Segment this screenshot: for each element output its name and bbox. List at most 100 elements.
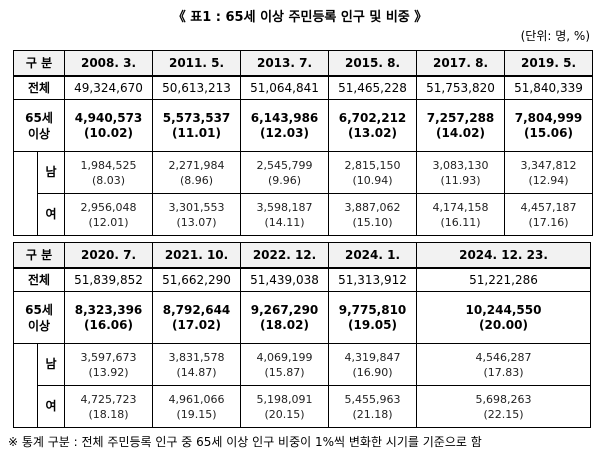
- cell: 6,143,986 (12.03): [240, 99, 330, 152]
- cell: 1,984,525 (8.03): [64, 151, 154, 194]
- value: 3,831,578: [168, 350, 225, 364]
- value: 5,455,963: [344, 392, 401, 406]
- value: 5,698,263: [475, 392, 532, 406]
- value: 2,956,048: [80, 200, 137, 214]
- value: 3,597,673: [80, 350, 137, 364]
- total-row: 전체 51,839,852 51,662,290 51,439,038 51,313,9…: [12, 267, 592, 292]
- cell: 2,815,150 (10.94): [328, 151, 418, 194]
- cell: 51,064,841: [240, 75, 330, 100]
- value: 3,598,187: [256, 200, 313, 214]
- row-label: 전체: [12, 75, 66, 100]
- total-row: 전체 49,324,670 50,613,213 51,064,841 51,465,2…: [12, 75, 594, 100]
- value: 9,775,810: [338, 302, 407, 317]
- male-row: 남 3,597,673 (13.92) 3,831,578 (14.87) 4,069,1…: [13, 343, 592, 428]
- spacer: [13, 343, 38, 428]
- cell: 51,662,290: [152, 267, 242, 292]
- cell: 10,244,550 (20.00): [416, 291, 592, 344]
- cell: 49,324,670: [64, 75, 154, 100]
- value: 4,940,573: [74, 110, 143, 125]
- value: 4,174,158: [432, 200, 489, 214]
- column-header: 2008. 3.: [64, 50, 154, 77]
- value: 3,347,812: [520, 158, 577, 172]
- value: 4,546,287: [475, 350, 532, 364]
- cell: 51,753,820: [416, 75, 506, 100]
- cell: 51,839,852: [64, 267, 154, 292]
- title: 《 표1 : 65세 이상 주민등록 인구 및 비중 》: [172, 10, 428, 25]
- cell: 51,221,286: [416, 267, 592, 292]
- cell: 4,725,723 (18.18): [64, 385, 154, 428]
- cell: 4,961,066 (19.15): [152, 385, 242, 428]
- ratio: (10.02): [84, 125, 133, 140]
- ratio: (12.94): [528, 173, 569, 187]
- ratio: (13.02): [348, 125, 397, 140]
- header-row: 구 분 2008. 3. 2011. 5. 2013. 7. 2015. 8. 2017.…: [12, 50, 594, 77]
- ratio: (19.05): [348, 317, 397, 332]
- cell: 2,545,799 (9.96): [240, 151, 330, 194]
- ratio: (17.83): [483, 365, 524, 379]
- row-label: 65세 이상: [12, 291, 66, 344]
- value: 3,887,062: [344, 200, 401, 214]
- ratio: (12.01): [88, 215, 129, 229]
- cell: 51,439,038: [240, 267, 330, 292]
- value: 8,323,396: [74, 302, 143, 317]
- ratio: (20.00): [479, 317, 528, 332]
- ratio: (14.11): [264, 215, 305, 229]
- value: 4,961,066: [168, 392, 225, 406]
- cell: 50,613,213: [152, 75, 242, 100]
- cell: 51,313,912: [328, 267, 418, 292]
- cell: 4,457,187 (17.16): [504, 193, 594, 236]
- ratio: (12.03): [260, 125, 309, 140]
- cell: 7,804,999 (15.06): [504, 99, 594, 152]
- column-header: 2021. 10.: [152, 242, 242, 269]
- cell: 5,455,963 (21.18): [328, 385, 418, 428]
- cell: 3,887,062 (15.10): [328, 193, 418, 236]
- ratio: (21.18): [352, 407, 393, 421]
- ratio: (15.10): [352, 215, 393, 229]
- elderly-row: 65세 이상 4,940,573 (10.02) 5,573,537 (11.01) 6,…: [12, 99, 594, 152]
- ratio: (8.03): [91, 173, 126, 187]
- cell: 5,573,537 (11.01): [152, 99, 242, 152]
- cell: 5,698,263 (22.15): [416, 385, 592, 428]
- cell: 3,597,673 (13.92): [64, 343, 154, 386]
- column-header: 2020. 7.: [64, 242, 154, 269]
- header-row: 구 분 2020. 7. 2021. 10. 2022. 12. 2024. 1. 202…: [12, 242, 592, 269]
- ratio: (9.96): [267, 173, 302, 187]
- value: 9,267,290: [250, 302, 319, 317]
- value: 4,725,723: [80, 392, 137, 406]
- cell: 7,257,288 (14.02): [416, 99, 506, 152]
- row-label: 남: [36, 343, 66, 386]
- value: 1,984,525: [80, 158, 137, 172]
- ratio: (8.96): [179, 173, 214, 187]
- cell: 2,956,048 (12.01): [64, 193, 154, 236]
- ratio: (15.06): [524, 125, 573, 140]
- value: 5,198,091: [256, 392, 313, 406]
- value: 2,545,799: [256, 158, 313, 172]
- value: 10,244,550: [465, 302, 542, 317]
- cell: 4,174,158 (16.11): [416, 193, 506, 236]
- column-header: 2015. 8.: [328, 50, 418, 77]
- cell: 3,831,578 (14.87): [152, 343, 242, 386]
- column-header: 2019. 5.: [504, 50, 594, 77]
- header-label: 구 분: [12, 50, 66, 77]
- row-label: 전체: [12, 267, 66, 292]
- header-label: 구 분: [12, 242, 66, 269]
- cell: 51,465,228: [328, 75, 418, 100]
- cell: 8,792,644 (17.02): [152, 291, 242, 344]
- ratio: (22.15): [483, 407, 524, 421]
- value: 7,804,999: [514, 110, 583, 125]
- ratio: (13.92): [88, 365, 129, 379]
- value: 4,069,199: [256, 350, 313, 364]
- column-header: 2017. 8.: [416, 50, 506, 77]
- value: 6,702,212: [338, 110, 407, 125]
- cell: 4,319,847 (16.90): [328, 343, 418, 386]
- column-header: 2024. 12. 23.: [416, 242, 592, 269]
- ratio: (15.87): [264, 365, 305, 379]
- cell: 4,940,573 (10.02): [64, 99, 154, 152]
- ratio: (18.02): [260, 317, 309, 332]
- value: 4,457,187: [520, 200, 577, 214]
- cell: 4,069,199 (15.87): [240, 343, 330, 386]
- ratio: (19.15): [176, 407, 217, 421]
- cell: 3,347,812 (12.94): [504, 151, 594, 194]
- cell: 4,546,287 (17.83): [416, 343, 592, 386]
- value: 3,083,130: [432, 158, 489, 172]
